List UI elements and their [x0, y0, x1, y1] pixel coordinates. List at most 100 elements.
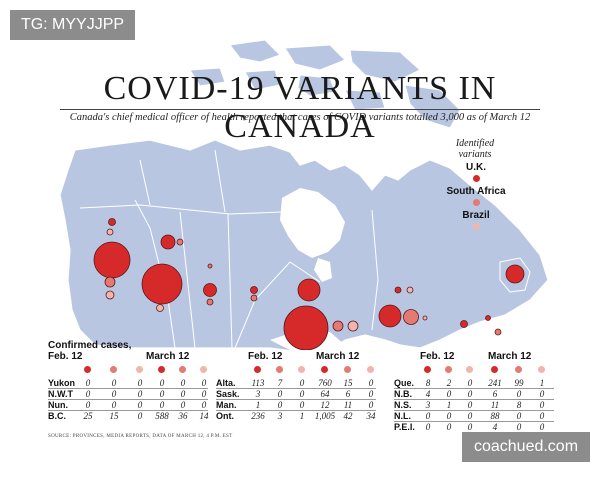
- table-cell: 0: [137, 400, 143, 410]
- table-cell: 0: [539, 389, 545, 399]
- table-cell: 11: [490, 400, 500, 410]
- row-divider: [216, 399, 376, 400]
- g2-dot-sa-mar: [344, 366, 351, 373]
- table-cell: 8: [516, 400, 522, 410]
- g1-dot-br-mar: [200, 366, 207, 373]
- map-subtitle: Canada's chief medical officer of health…: [69, 112, 531, 123]
- group3-mar-label: March 12: [488, 351, 532, 362]
- hudson-bay: [280, 188, 345, 258]
- table-cell: 0: [137, 411, 143, 421]
- title-rule: [60, 109, 540, 110]
- table-cell: 0: [85, 389, 91, 399]
- bubble-ont-uk: [283, 305, 329, 351]
- group3-feb-label: Feb. 12: [420, 351, 455, 362]
- bubble-nb: [494, 328, 502, 336]
- bubble-ns: [460, 320, 468, 328]
- table-cell: 15: [109, 411, 119, 421]
- row-divider: [48, 399, 208, 400]
- table-cell: 3: [255, 389, 261, 399]
- table-cell: 0: [180, 378, 186, 388]
- legend-dot-brazil: [473, 223, 480, 230]
- group2-mar-label: March 12: [316, 351, 360, 362]
- bubble-bc-brazil: [105, 290, 115, 300]
- table-cell: 34: [366, 411, 376, 421]
- g1-row-label: B.C.: [48, 411, 66, 421]
- g2-dot-uk-mar: [321, 366, 328, 373]
- g1-dot-sa-feb: [110, 366, 117, 373]
- g2-row-label: Ont.: [216, 411, 234, 421]
- table-cell: 0: [467, 389, 473, 399]
- table-cell: 0: [516, 389, 522, 399]
- row-divider: [394, 421, 554, 422]
- row-divider: [394, 388, 554, 389]
- table-cell: 0: [516, 422, 522, 432]
- group2-feb-label: Feb. 12: [248, 351, 283, 362]
- table-cell: 14: [199, 411, 209, 421]
- table-cell: 0: [299, 378, 305, 388]
- table-cell: 0: [446, 389, 452, 399]
- source-note: SOURCE: PROVINCES, MEDIA REPORTS, DATA O…: [48, 434, 233, 439]
- g3-dot-br-feb: [466, 366, 473, 373]
- table-cell: 0: [299, 400, 305, 410]
- table-cell: 7: [277, 378, 283, 388]
- table-cell: 236: [251, 411, 265, 421]
- g3-dot-sa-mar: [515, 366, 522, 373]
- legend-title: Identified variants: [455, 138, 495, 160]
- table-cell: 0: [467, 422, 473, 432]
- table-cell: 0: [368, 389, 374, 399]
- table-cell: 4: [492, 422, 498, 432]
- legend-label-brazil: Brazil: [462, 210, 490, 221]
- table-cell: 0: [111, 378, 117, 388]
- row-divider: [48, 410, 208, 411]
- table-cell: 0: [277, 400, 283, 410]
- bubble-bc-uk: [93, 241, 131, 279]
- bubble-nwt: [160, 234, 176, 250]
- table-cell: 588: [155, 411, 169, 421]
- table-cell: 0: [180, 389, 186, 399]
- g1-dot-uk-feb: [84, 366, 91, 373]
- table-cell: 0: [137, 389, 143, 399]
- table-cell: 0: [85, 378, 91, 388]
- bubble-ont-north: [297, 278, 321, 302]
- table-cell: 0: [201, 400, 207, 410]
- row-divider: [216, 410, 376, 411]
- bubble-yukon-2: [106, 228, 114, 236]
- legend-label-south-africa: South Africa: [446, 186, 506, 197]
- table-cell: 241: [488, 378, 502, 388]
- bubble-lab: [422, 315, 428, 321]
- table-cell: 0: [201, 378, 207, 388]
- table-cell: 1: [255, 400, 261, 410]
- bubble-alta-uk: [141, 263, 183, 305]
- g3-dot-uk-mar: [491, 366, 498, 373]
- table-cell: 99: [514, 378, 524, 388]
- table-cell: 0: [111, 389, 117, 399]
- table-cell: 0: [467, 378, 473, 388]
- g2-row-label: Alta.: [216, 378, 236, 388]
- table-cell: 88: [490, 411, 500, 421]
- legend-dot-uk: [473, 175, 480, 182]
- table-cell: 0: [446, 411, 452, 421]
- table-cell: 0: [539, 411, 545, 421]
- bubble-que-north-2: [406, 286, 414, 294]
- table-cell: 3: [425, 400, 431, 410]
- table-cell: 0: [467, 400, 473, 410]
- table-cell: 1,005: [314, 411, 336, 421]
- table-cell: 0: [368, 400, 374, 410]
- row-divider: [394, 399, 554, 400]
- variant-bubbles: [93, 218, 525, 351]
- table-cell: 113: [251, 378, 265, 388]
- table-cell: 6: [492, 389, 498, 399]
- bubble-que-north-1: [394, 286, 402, 294]
- table-cell: 0: [180, 400, 186, 410]
- table-cell: 1: [446, 400, 452, 410]
- bubble-alta-sa: [156, 304, 164, 312]
- g3-row-label: N.L.: [394, 411, 411, 421]
- table-cell: 8: [425, 378, 431, 388]
- bubble-yukon-1: [108, 218, 116, 226]
- arctic-islands: [189, 39, 461, 129]
- bubble-pei: [485, 315, 491, 321]
- table-cell: 0: [159, 400, 165, 410]
- watermark-bottom: coachued.com: [462, 432, 590, 462]
- g1-dot-uk-mar: [158, 366, 165, 373]
